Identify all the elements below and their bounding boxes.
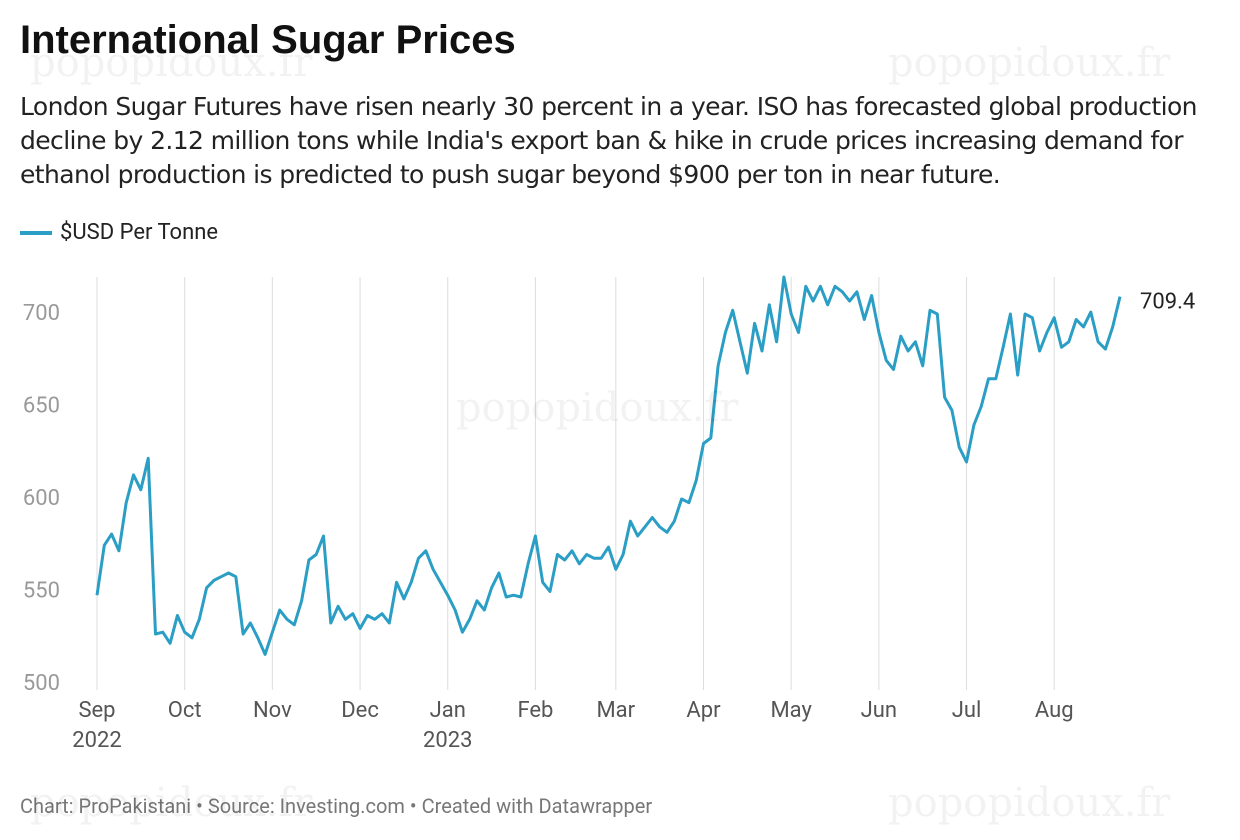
chart-subtitle: London Sugar Futures have risen nearly 3… (20, 92, 1197, 189)
chart-title: International Sugar Prices (20, 18, 516, 62)
y-tick-label: 600 (23, 486, 60, 511)
data-label: 709.4 (1140, 289, 1195, 314)
x-tick-label: Jan 2023 (423, 698, 473, 753)
x-tick-label: Jul (951, 698, 982, 723)
x-tick-label: Oct (167, 698, 202, 723)
watermark: popopidoux.fr (456, 385, 739, 431)
footer: Chart: ProPakistani • Source: Investing.… (20, 794, 653, 818)
x-tick-label: Feb (517, 698, 554, 723)
legend-swatch (20, 230, 52, 235)
x-tick-label: May (770, 698, 812, 723)
x-tick-label: Nov (252, 698, 292, 723)
legend-label: $USD Per Tonne (60, 220, 219, 245)
watermark: popopidoux.fr (30, 780, 313, 826)
line-series (95, 275, 1122, 656)
x-tick-label: Jun (860, 698, 898, 723)
x-tick-label: Dec (341, 698, 379, 723)
x-tick-label: Aug (1034, 698, 1074, 723)
y-tick-label: 700 (23, 301, 60, 326)
y-tick-label: 500 (23, 671, 60, 696)
x-tick-label: Mar (596, 698, 636, 723)
watermark: popopidoux.fr (30, 40, 313, 86)
watermark: popopidoux.fr (888, 780, 1171, 826)
y-tick-label: 650 (23, 393, 60, 418)
x-tick-label: Apr (686, 698, 721, 723)
x-tick-label: Sep 2022 (72, 698, 122, 753)
watermark: popopidoux.fr (888, 40, 1171, 86)
y-tick-label: 550 (23, 578, 60, 603)
legend: $USD Per Tonne (20, 220, 218, 245)
